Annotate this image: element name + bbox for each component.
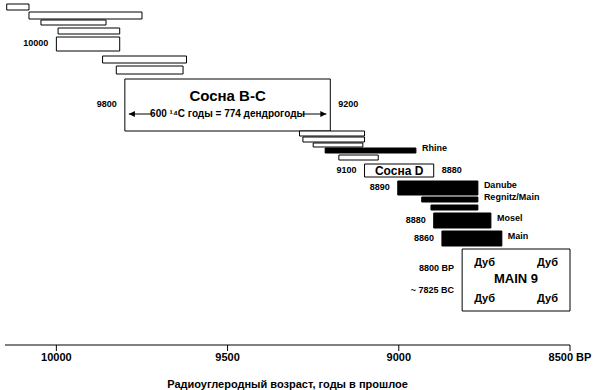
svg-text:8800 BP: 8800 BP: [419, 263, 454, 273]
svg-text:10000: 10000: [23, 38, 48, 48]
svg-text:Дуб: Дуб: [474, 292, 495, 304]
svg-text:Дуб: Дуб: [474, 256, 495, 268]
svg-text:Дуб: Дуб: [537, 292, 558, 304]
svg-text:Дуб: Дуб: [537, 256, 558, 268]
svg-text:9000: 9000: [387, 351, 411, 363]
svg-text:10000: 10000: [41, 351, 72, 363]
svg-text:MAIN 9: MAIN 9: [494, 271, 538, 286]
svg-text:8500 BP: 8500 BP: [549, 351, 587, 363]
svg-text:Rhine: Rhine: [422, 143, 447, 153]
svg-text:Радиоуглеродный возраст, годы: Радиоуглеродный возраст, годы в прошлое: [167, 378, 408, 390]
svg-text:Сосна B-C: Сосна B-C: [189, 87, 266, 104]
svg-text:9100: 9100: [337, 165, 357, 175]
svg-text:9500: 9500: [215, 351, 239, 363]
svg-text:8880: 8880: [442, 165, 462, 175]
svg-text:Main: Main: [508, 231, 529, 241]
svg-text:8880: 8880: [406, 215, 426, 225]
svg-text:Сосна D: Сосна D: [375, 164, 424, 178]
svg-text:9800: 9800: [97, 99, 117, 109]
svg-text:600 ¹⁴C годы = 774 дендрогоды: 600 ¹⁴C годы = 774 дендрогоды: [150, 108, 305, 119]
svg-text:Mosel: Mosel: [497, 213, 523, 223]
svg-text:8860: 8860: [414, 233, 434, 243]
svg-text:9200: 9200: [338, 99, 358, 109]
svg-text:Danube: Danube: [484, 180, 517, 190]
svg-text:8890: 8890: [370, 182, 390, 192]
svg-text:Regnitz/Main: Regnitz/Main: [484, 192, 540, 202]
svg-text:~ 7825 BC: ~ 7825 BC: [411, 285, 455, 295]
